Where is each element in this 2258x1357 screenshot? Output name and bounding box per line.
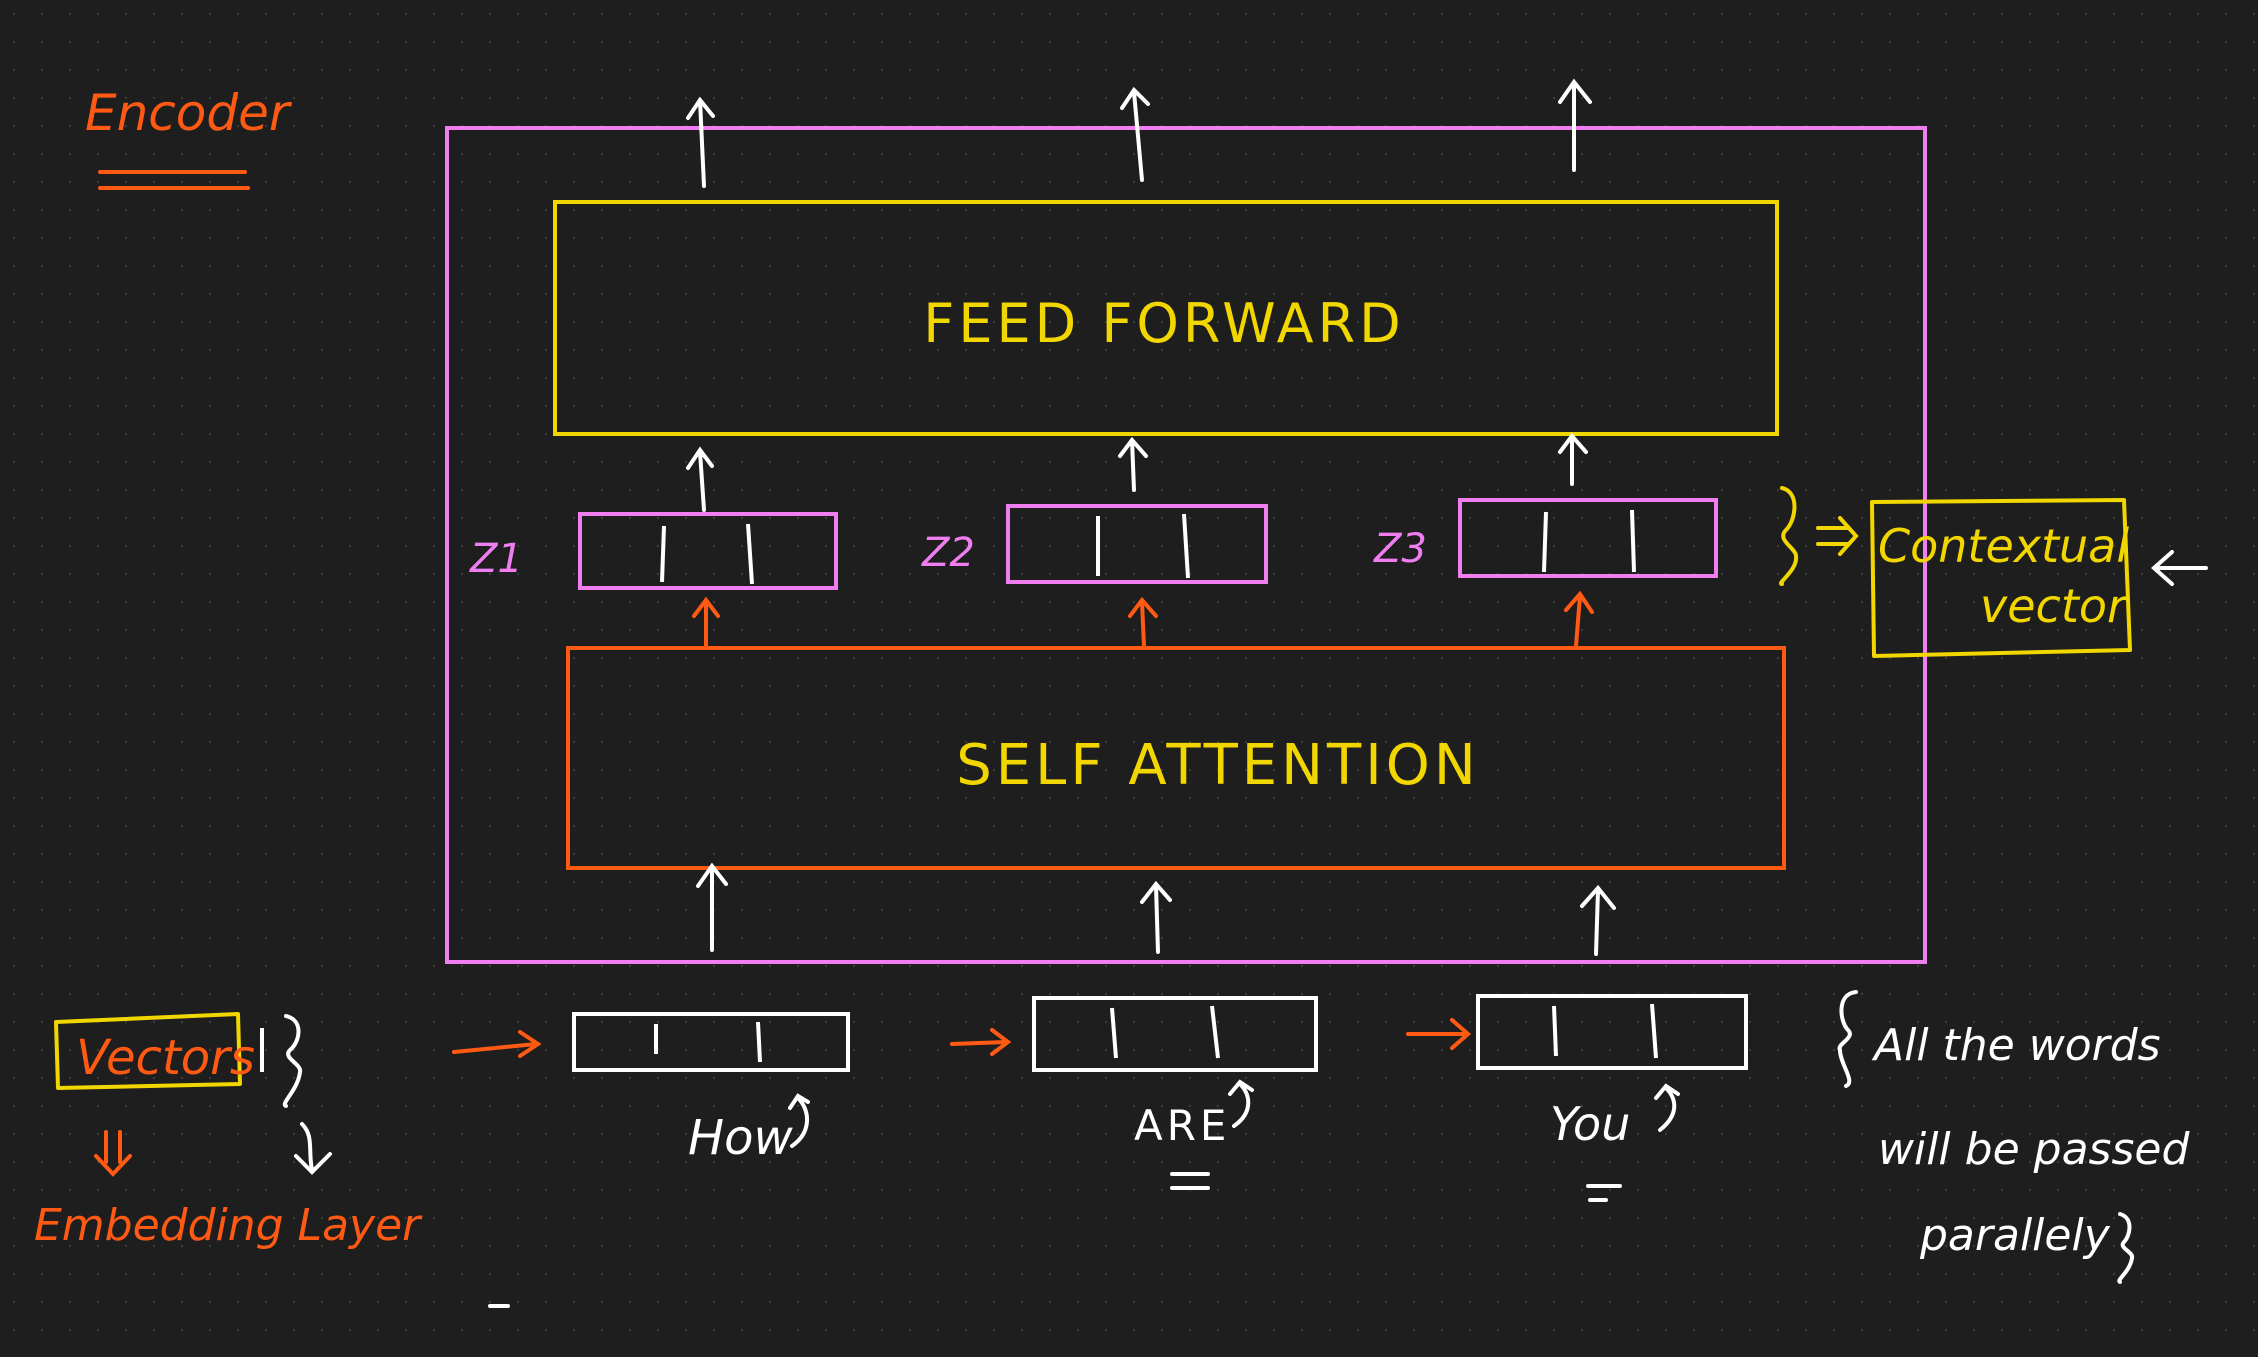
implies-arrow-icon xyxy=(1816,516,1859,556)
word-how: How xyxy=(688,1110,793,1166)
z1-up-arrow xyxy=(686,446,714,512)
sa-to-z-arrows xyxy=(692,590,1594,648)
contextual-label-line2: vector xyxy=(1980,579,2129,633)
z3-divider-2 xyxy=(1630,509,1636,573)
contextual-annotation: Contextual vector xyxy=(1778,486,2208,658)
curved-arrow-up-icon-1 xyxy=(788,1093,810,1148)
note-line1: All the words xyxy=(1871,1020,2161,1071)
z3-up-arrow xyxy=(1558,432,1588,486)
encoder-title: Encoder xyxy=(85,84,293,142)
parallel-note: All the words will be passed parallely xyxy=(1837,990,2190,1284)
z3-divider-1 xyxy=(1542,511,1548,573)
word-are: ARE xyxy=(1134,1101,1230,1150)
z1-divider-1 xyxy=(660,525,666,583)
input-vector-3-divider-1 xyxy=(1552,1005,1558,1057)
z2-label: Z2 xyxy=(921,530,975,576)
z3-vector xyxy=(1458,498,1718,578)
input-arrow-in-3 xyxy=(1406,1018,1472,1050)
z3-label: Z3 xyxy=(1373,526,1427,572)
sa-z2-arrow xyxy=(1128,596,1158,648)
input-vector-1-divider-2 xyxy=(756,1021,762,1063)
curved-arrow-up-icon-3 xyxy=(1654,1083,1680,1132)
note-line2: will be passed xyxy=(1878,1124,2190,1175)
output-arrow-2 xyxy=(1120,86,1150,182)
output-arrow-3 xyxy=(1558,78,1592,172)
input-words: How ARE You xyxy=(688,1079,1680,1202)
vectors-annotation: Vectors Embedding Layer xyxy=(34,1012,510,1308)
self-attention-box xyxy=(566,646,1786,870)
left-arrow-icon xyxy=(2150,550,2208,586)
input-vector-2-divider-2 xyxy=(1210,1005,1220,1059)
curved-arrow-up-icon-2 xyxy=(1228,1079,1254,1128)
input-arrow-2 xyxy=(1140,880,1172,954)
feed-forward-label: FEED FORWARD xyxy=(923,292,1404,355)
vectors-label: Vectors xyxy=(76,1030,255,1086)
embedding-layer-label: Embedding Layer xyxy=(34,1200,423,1251)
encoder-box xyxy=(445,126,1927,964)
note-line3: parallely xyxy=(1919,1210,2111,1261)
word-you: You xyxy=(1550,1097,1630,1151)
input-arrow-1 xyxy=(696,862,728,952)
down-arrow-icon-vectors xyxy=(294,1122,332,1175)
curly-brace-right-icon xyxy=(1778,486,1799,586)
input-arrow-in-2 xyxy=(950,1028,1012,1056)
input-vector-2-divider-1 xyxy=(1110,1007,1118,1059)
input-vectors xyxy=(452,994,1748,1072)
curly-brace-note-open-icon xyxy=(1837,990,1858,1088)
self-attention-label: SELF ATTENTION xyxy=(956,733,1480,798)
vectors-box xyxy=(54,1012,242,1090)
output-arrows xyxy=(686,78,1592,188)
input-vector-3 xyxy=(1476,994,1748,1070)
sa-z1-arrow xyxy=(692,596,720,648)
curly-brace-vectors-icon xyxy=(282,1014,303,1108)
input-arrow-3 xyxy=(1580,884,1616,956)
feed-forward-box xyxy=(553,200,1779,436)
contextual-box xyxy=(1870,498,2132,658)
z2-vector xyxy=(1006,504,1268,584)
z1-label: Z1 xyxy=(469,536,523,582)
sa-z3-arrow xyxy=(1564,590,1594,648)
input-vector-1 xyxy=(572,1012,850,1072)
z2-up-arrow xyxy=(1118,436,1148,492)
input-vector-3-divider-2 xyxy=(1650,1003,1658,1059)
input-arrow-in-1 xyxy=(452,1030,542,1058)
input-vector-2 xyxy=(1032,996,1318,1072)
curly-brace-note-close-icon xyxy=(2117,1212,2135,1284)
contextual-label-line1: Contextual xyxy=(1878,519,2129,573)
output-arrow-1 xyxy=(686,96,715,188)
z1-divider-2 xyxy=(746,523,754,585)
z2-divider-2 xyxy=(1182,513,1190,579)
z-to-ff-arrows xyxy=(686,432,1588,512)
z1-vector xyxy=(578,512,838,590)
down-implies-arrow-icon xyxy=(94,1130,132,1177)
z-vectors: Z1 Z2 Z3 xyxy=(469,498,1718,590)
input-arrows xyxy=(696,862,1616,956)
